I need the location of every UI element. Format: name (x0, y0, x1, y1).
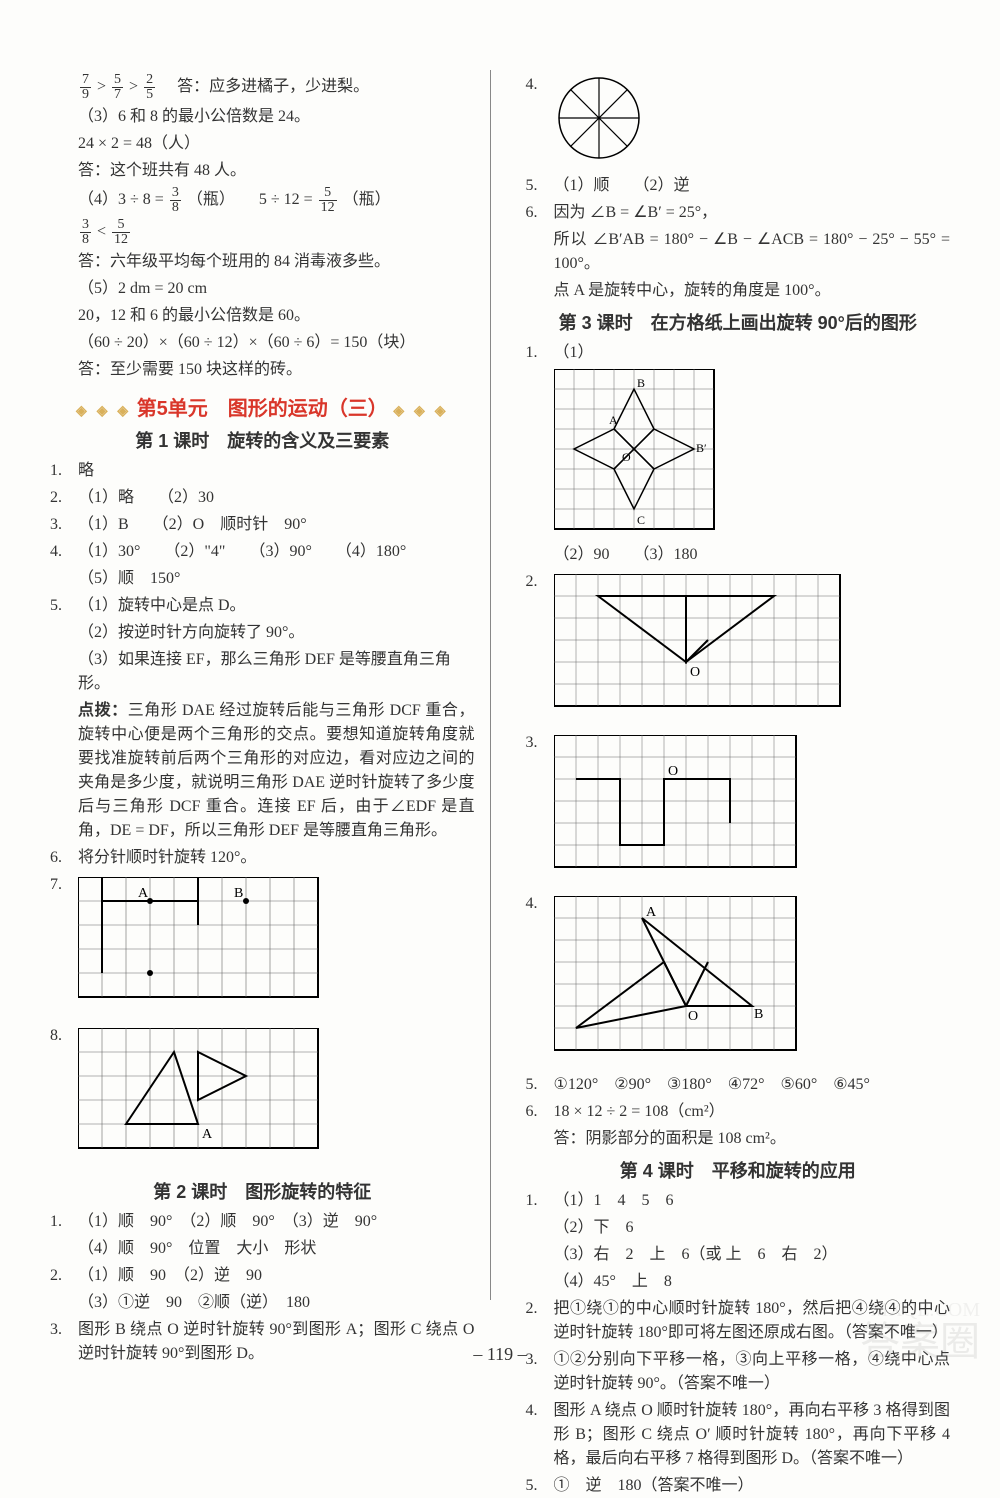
l4q1c: （3）右 2 上 6（或 上 6 右 2） (526, 1243, 951, 1267)
q5b: （2）按逆时针方向旋转了 90°。 (50, 621, 475, 645)
l3q3: O (554, 731, 951, 889)
page-number: – 119 – (0, 1344, 1000, 1365)
label-a: A (138, 886, 149, 901)
text: （4）3 ÷ 8 = 38 （瓶） 5 ÷ 12 = 512 （瓶） (50, 186, 475, 215)
rq5: （1）顺 （2）逆 (554, 174, 951, 198)
l2q1: （1）顺 90° （2）顺 90° （3）逆 90° (78, 1210, 475, 1234)
l4q4: 图形 A 绕点 O 顺时针旋转 180°，再向右平移 3 格得到图形 B；图形 … (554, 1399, 951, 1471)
lesson4-title: 第 4 课时 平移和旋转的应用 (526, 1157, 951, 1183)
pie-q4 (554, 73, 951, 171)
label-o: O (690, 665, 700, 680)
svg-text:O: O (688, 1009, 698, 1024)
q5c: （3）如果连接 EF，那么三角形 DEF 是等腰直角三角形。 (50, 648, 475, 696)
grid-q8: A (78, 1028, 338, 1168)
frac-compare: 38 < 512 (50, 218, 475, 247)
q1: 略 (78, 459, 475, 483)
text: 20，12 和 6 的最小公倍数是 60。 (50, 304, 475, 328)
right-column: 4. 5.（1）顺 （2）逆 6.因为 ∠B = ∠B′ = 25°， 所以 ∠… (521, 70, 951, 1300)
rq6a: 因为 ∠B = ∠B′ = 25°， (554, 201, 951, 225)
unit5-title: ◈ ◈ ◈ 第5单元 图形的运动（三） ◈ ◈ ◈ (50, 392, 475, 421)
label-o: O (668, 764, 678, 779)
q2: （1）略 （2）30 (78, 486, 475, 510)
q3: （1）B （2）O 顺时针 90° (78, 513, 475, 537)
lesson3-title: 第 3 课时 在方格纸上画出旋转 90°后的图形 (526, 309, 951, 335)
text: （60 ÷ 20）×（60 ÷ 12）×（60 ÷ 6）= 150（块） (50, 331, 475, 355)
label-b: B (234, 886, 243, 901)
l3q1: （1） A B B′ C O （2）90 （3）180 (554, 341, 951, 567)
svg-text:A: A (609, 413, 618, 427)
svg-text:A: A (646, 905, 657, 920)
grid-r-q2: O (554, 574, 854, 724)
q5a: （1）旋转中心是点 D。 (78, 594, 475, 618)
svg-text:B: B (754, 1007, 763, 1022)
q8-diagram: A (78, 1024, 475, 1172)
text: 答：这个班共有 48 人。 (50, 159, 475, 183)
l4q2: 把①绕①的中心顺时针旋转 180°，然后把④绕④的中心逆时针旋转 180°即可将… (554, 1297, 951, 1345)
l3q5: ①120° ②90° ③180° ④72° ⑤60° ⑥45° (554, 1073, 951, 1097)
l4q1a: （1）1 4 5 6 (554, 1189, 951, 1213)
text: 答：至少需要 150 块这样的砖。 (50, 358, 475, 382)
l3q4: A B O (554, 892, 951, 1070)
lesson1-title: 第 1 课时 旋转的含义及三要素 (50, 427, 475, 453)
l4q5: ① 逆 180（答案不唯一） (554, 1474, 951, 1498)
l3q2: O (554, 570, 951, 728)
l3q6a: 18 × 12 ÷ 2 = 108（cm²） (554, 1100, 951, 1124)
l3q6b: 答：阴影部分的面积是 108 cm²。 (526, 1127, 951, 1151)
l2q1b: （4）顺 90° 位置 大小 形状 (50, 1237, 475, 1261)
text: 答：六年级平均每个班用的 84 消毒液多些。 (50, 250, 475, 274)
svg-text:O: O (622, 450, 631, 464)
svg-text:B′: B′ (696, 441, 707, 455)
svg-text:B: B (637, 376, 645, 390)
label-a: A (202, 1127, 213, 1142)
grid-q7: A B (78, 877, 338, 1017)
text: （5）2 dm = 20 cm (50, 277, 475, 301)
lesson2-title: 第 2 课时 图形旋转的特征 (50, 1178, 475, 1204)
pie-diagram (554, 73, 644, 163)
grid-r-q3: O (554, 735, 814, 885)
q4: （1）30° （2）"4" （3）90° （4）180° (78, 540, 475, 564)
q4b: （5）顺 150° (50, 567, 475, 591)
l4q1b: （2）下 6 (526, 1216, 951, 1240)
q7-diagram: A B (78, 873, 475, 1021)
l4q1d: （4）45° 上 8 (526, 1270, 951, 1294)
text: 24 × 2 = 48（人） (50, 132, 475, 156)
frac-inequality: 79 > 57 > 25 答：应多进橘子，少进梨。 (50, 73, 475, 102)
l2q2b: （3）①逆 90 ②顺（逆） 180 (50, 1291, 475, 1315)
text: （3）6 和 8 的最小公倍数是 24。 (50, 105, 475, 129)
rq6b: 所以 ∠B′AB = 180° − ∠B − ∠ACB = 180° − 25°… (526, 228, 951, 276)
l2q2: （1）顺 90 （2）逆 90 (78, 1264, 475, 1288)
q5-hint: 点拨：三角形 DAE 经过旋转后能与三角形 DCF 重合，旋转中心便是两个三角形… (50, 699, 475, 843)
svg-text:C: C (637, 513, 645, 527)
grid-r-q4: A B O (554, 896, 814, 1066)
q6: 将分针顺时针旋转 120°。 (78, 846, 475, 870)
rq6c: 点 A 是旋转中心，旋转的角度是 100°。 (526, 279, 951, 303)
left-column: 79 > 57 > 25 答：应多进橘子，少进梨。 （3）6 和 8 的最小公倍… (50, 70, 491, 1300)
grid-r-q1: A B B′ C O (554, 369, 724, 539)
